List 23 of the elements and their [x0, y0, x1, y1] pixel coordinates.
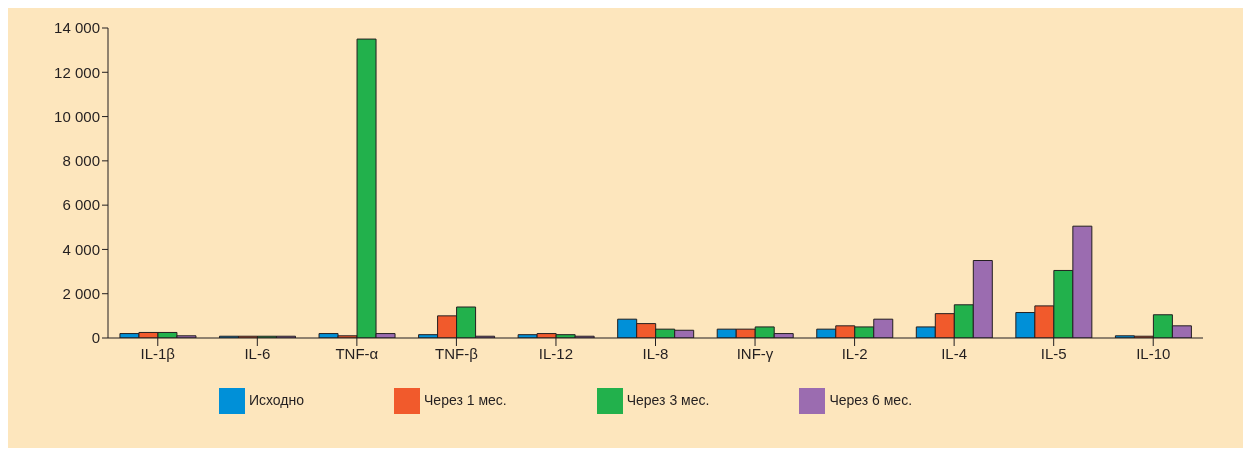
x-tick-label: TNF-β	[435, 344, 479, 362]
x-tick-label: IL-8	[642, 344, 669, 362]
y-tick-label: 14 000	[54, 19, 100, 37]
x-tick-label: IL-4	[941, 344, 968, 362]
x-tick-label: IL-6	[244, 344, 271, 362]
y-tick-label: 10 000	[54, 107, 100, 125]
y-tick-label: 2 000	[62, 285, 100, 303]
y-tick-label: 12 000	[54, 63, 100, 81]
x-tick-label: TNF-α	[335, 344, 379, 362]
x-tick-label: IL-10	[1136, 344, 1171, 362]
x-tick-label: IL-2	[841, 344, 868, 362]
y-tick-label: 0	[91, 329, 100, 347]
legend-label: Через 6 мес.	[829, 392, 913, 409]
legend-label: Исходно	[248, 392, 305, 409]
y-tick-label: 8 000	[62, 152, 100, 170]
x-tick-label: INF-γ	[736, 344, 774, 362]
y-tick-label: 4 000	[62, 240, 100, 258]
legend-label: Через 3 мес.	[626, 392, 710, 409]
y-tick-label: 6 000	[62, 196, 100, 214]
x-tick-label: IL-12	[538, 344, 574, 362]
x-tick-label: IL-1β	[140, 344, 176, 362]
legend-label: Через 1 мес.	[424, 392, 507, 409]
x-tick-label: IL-5	[1040, 344, 1067, 362]
